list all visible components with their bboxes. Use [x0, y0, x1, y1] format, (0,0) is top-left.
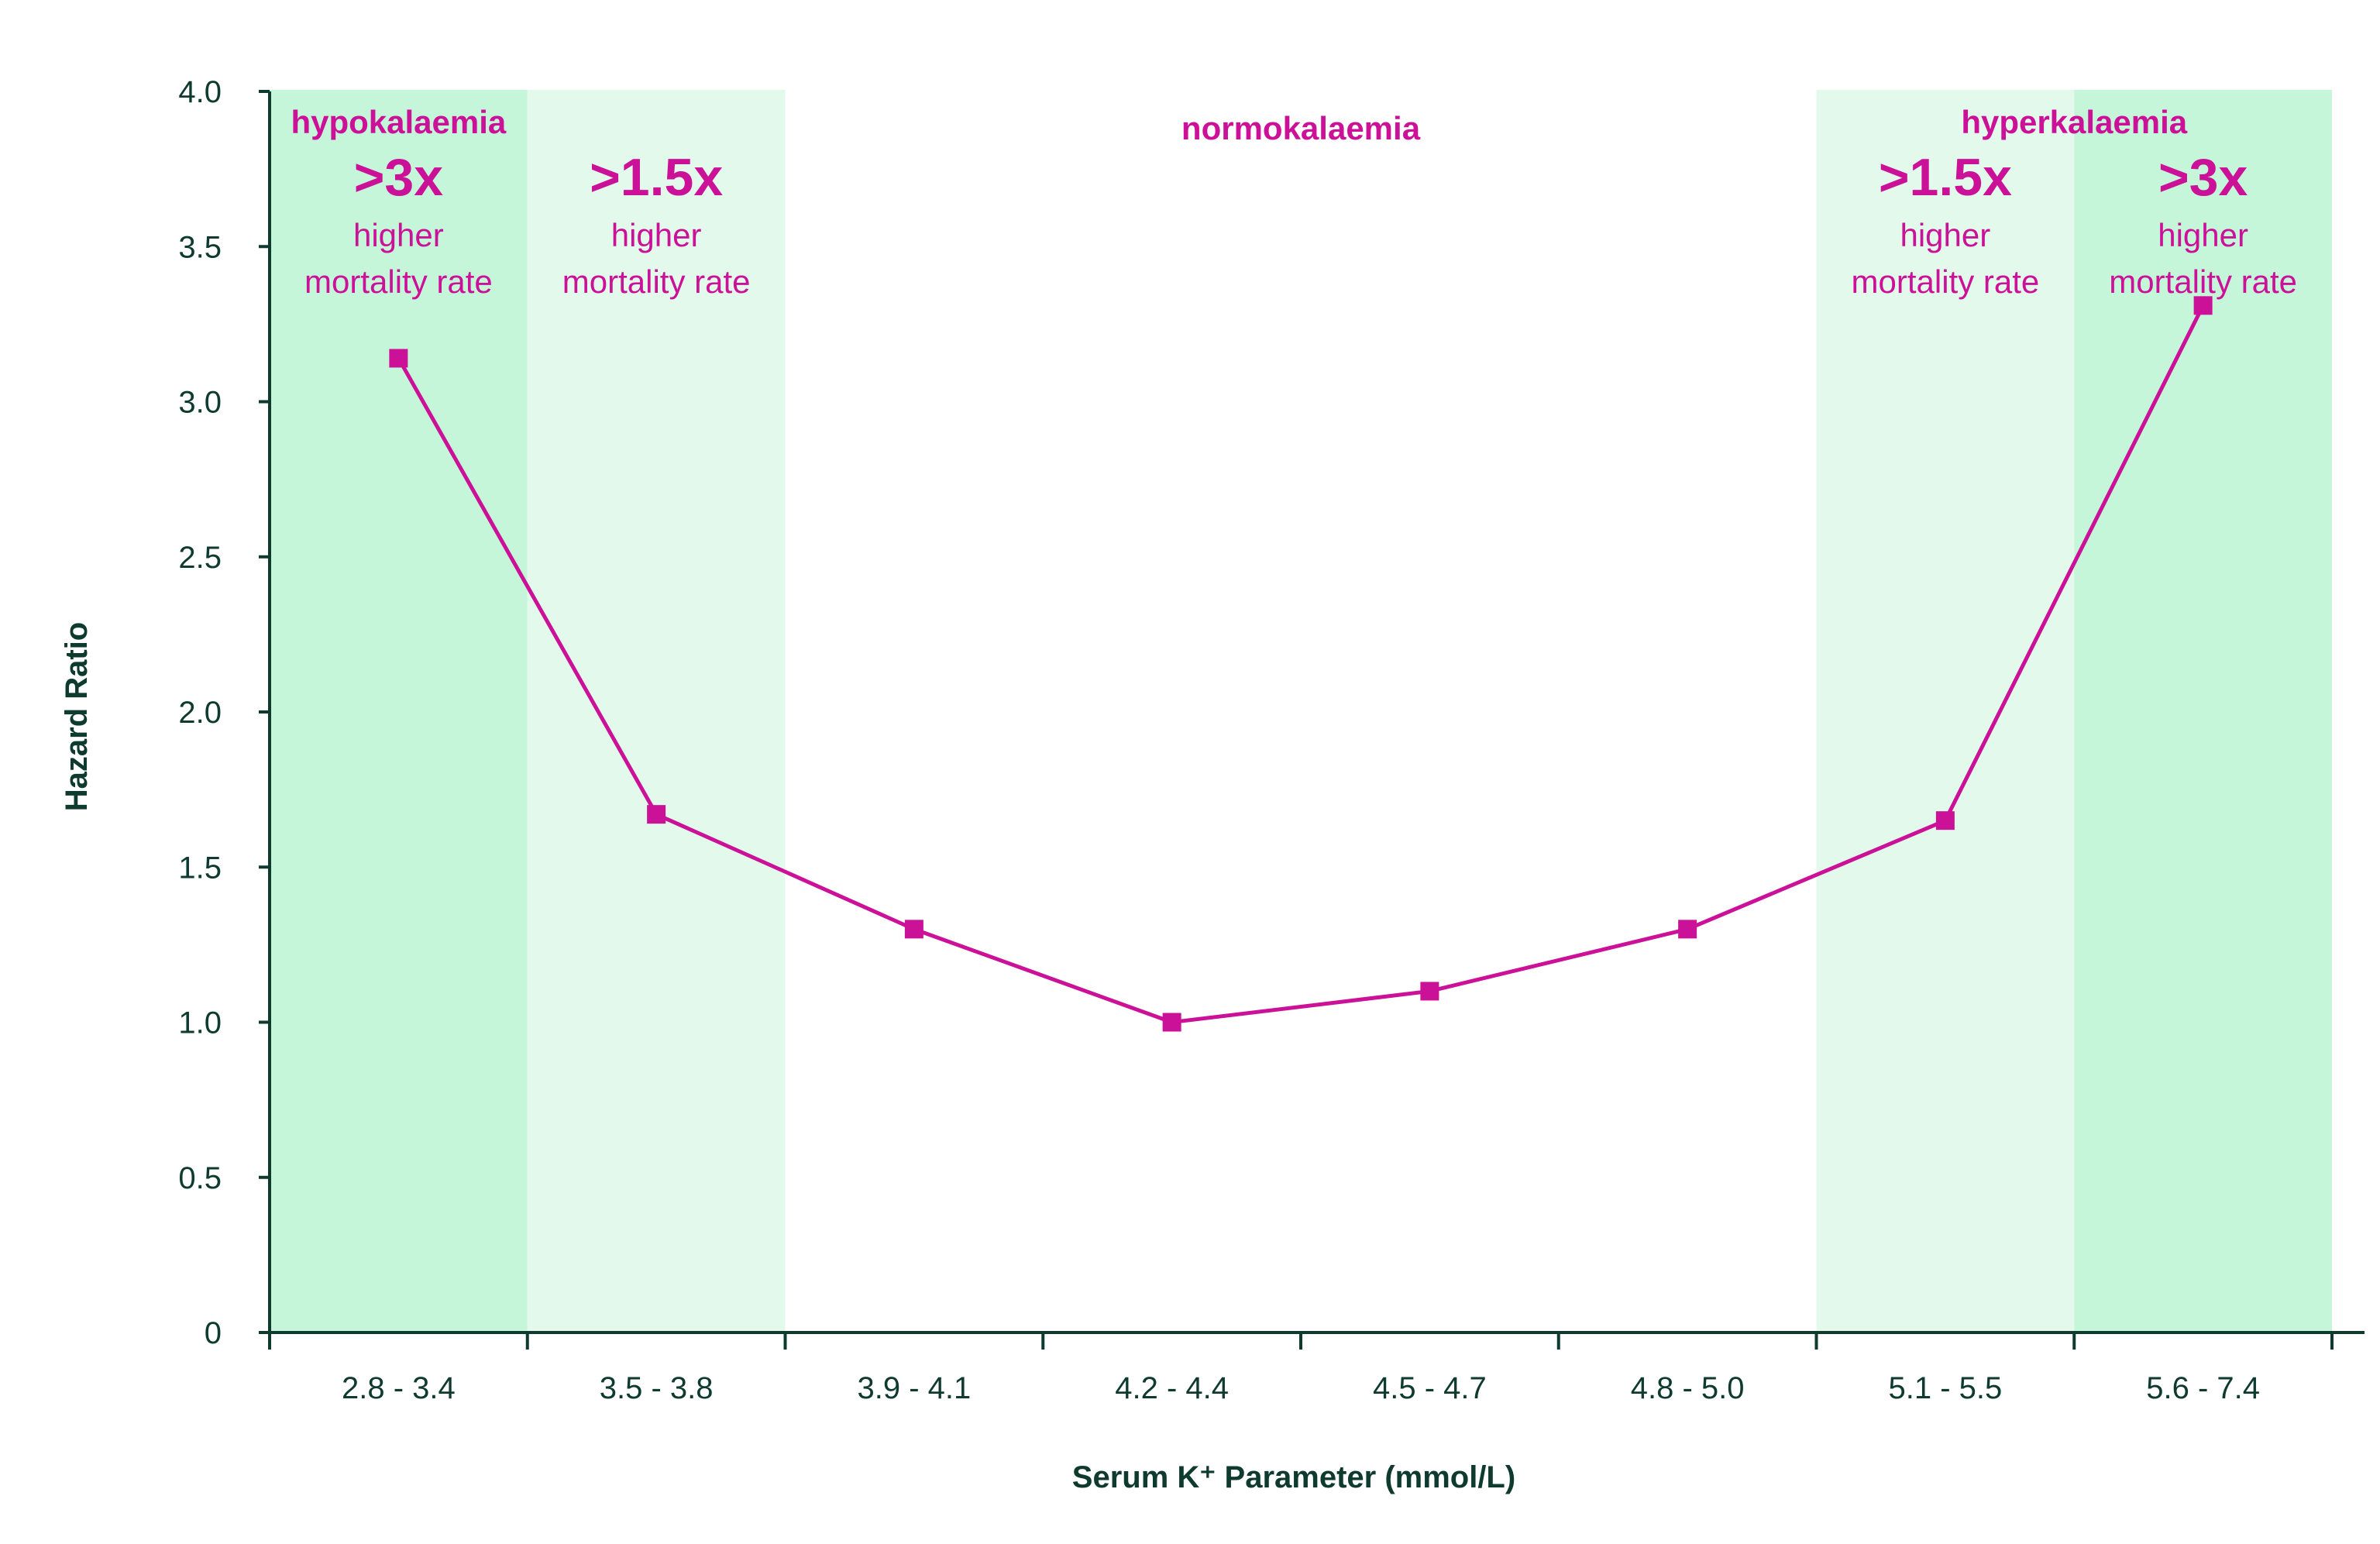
- zone-group-label: hypokalaemia: [291, 104, 506, 140]
- zone-multiplier: >1.5x: [590, 148, 723, 207]
- y-tick-label: 4.0: [178, 75, 222, 109]
- data-series: [389, 296, 2213, 1032]
- data-point: [1678, 920, 1697, 939]
- zone-text-line1: higher: [611, 217, 702, 253]
- zone-group-label: hyperkalaemia: [1961, 104, 2187, 140]
- zone-text-line1: higher: [353, 217, 444, 253]
- zone-text-line2: mortality rate: [1852, 263, 2040, 300]
- zone-text-line1: higher: [1900, 217, 1990, 253]
- x-tick-label: 4.8 - 5.0: [1631, 1371, 1745, 1405]
- zone-text-line1: higher: [2158, 217, 2248, 253]
- data-point: [904, 920, 923, 939]
- y-tick-label: 2.5: [178, 541, 222, 575]
- x-tick-label: 4.5 - 4.7: [1373, 1371, 1487, 1405]
- zone-text-line2: mortality rate: [562, 263, 751, 300]
- x-axis-label: Serum K⁺ Parameter (mmol/L): [1072, 1460, 1515, 1494]
- zone-multiplier: >1.5x: [1879, 148, 2012, 207]
- x-tick-label: 3.5 - 3.8: [600, 1371, 714, 1405]
- x-tick-label: 2.8 - 3.4: [342, 1371, 456, 1405]
- zone-annotations: hypokalaemia >3x higher mortality rate >1.5x…: [291, 104, 2297, 300]
- zone-multiplier: >3x: [2158, 148, 2248, 207]
- zone-multiplier: >3x: [354, 148, 444, 207]
- y-tick-label: 3.0: [178, 386, 222, 420]
- risk-zone-0: [270, 90, 528, 1333]
- y-tick-label: 0.5: [178, 1161, 222, 1195]
- risk-zone-1: [527, 90, 786, 1333]
- x-tick-label: 5.1 - 5.5: [1888, 1371, 2002, 1405]
- y-axis-label: Hazard Ratio: [60, 622, 94, 812]
- y-tick-label: 2.0: [178, 696, 222, 730]
- series-line: [397, 304, 2205, 1024]
- data-point: [1420, 982, 1439, 1001]
- y-tick-label: 1.0: [178, 1006, 222, 1040]
- x-tick-label: 3.9 - 4.1: [857, 1371, 971, 1405]
- zone-text-line2: mortality rate: [2109, 263, 2297, 300]
- y-tick-label: 3.5: [178, 230, 222, 264]
- x-tick-label: 4.2 - 4.4: [1115, 1371, 1229, 1405]
- data-point: [1162, 1013, 1181, 1032]
- data-point: [2193, 296, 2213, 315]
- data-point: [1935, 811, 1955, 830]
- zone-text-line2: mortality rate: [304, 263, 493, 300]
- x-tick-label: 5.6 - 7.4: [2146, 1371, 2260, 1405]
- y-tick-label: 0: [205, 1316, 222, 1350]
- data-point: [389, 349, 408, 368]
- risk-zone-6: [1816, 90, 2075, 1333]
- axes: 0 0.5 1.0 1.5 2.0 2.5 3.0 3.5 4.0 2.8 - 3.4 3.5 - …: [178, 75, 2365, 1405]
- data-point: [647, 805, 666, 824]
- normal-range-label: normokalaemia: [1181, 110, 1421, 146]
- y-tick-label: 1.5: [178, 851, 222, 885]
